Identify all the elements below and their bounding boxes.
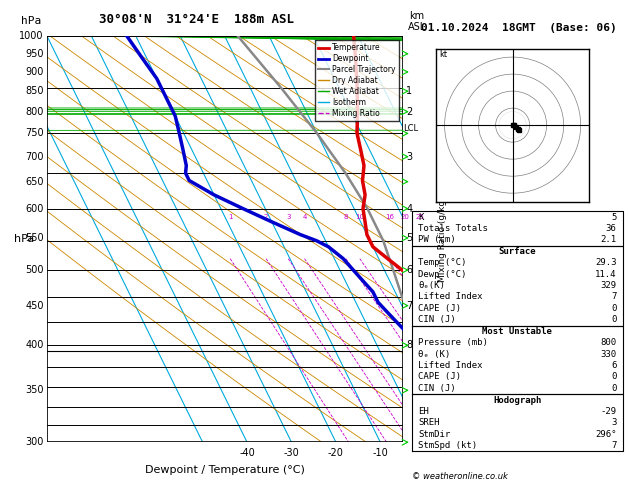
Text: 2: 2 [406,106,413,117]
Text: 900: 900 [25,67,43,77]
Text: 0: 0 [611,304,616,313]
Text: 6: 6 [611,361,616,370]
Text: 3: 3 [611,418,616,427]
Text: 0: 0 [611,315,616,324]
Text: 8: 8 [406,340,412,350]
Text: 450: 450 [25,301,43,311]
Legend: Temperature, Dewpoint, Parcel Trajectory, Dry Adiabat, Wet Adiabat, Isotherm, Mi: Temperature, Dewpoint, Parcel Trajectory… [314,40,399,121]
Text: 550: 550 [25,233,43,243]
Text: Lifted Index: Lifted Index [418,293,483,301]
Text: 30°08'N  31°24'E  188m ASL: 30°08'N 31°24'E 188m ASL [99,13,294,26]
Text: 300: 300 [25,437,43,447]
Text: 0: 0 [611,384,616,393]
Text: CAPE (J): CAPE (J) [418,304,461,313]
Text: 3: 3 [406,152,412,162]
Text: 2.1: 2.1 [600,235,616,244]
Text: 25: 25 [416,214,425,220]
Text: CIN (J): CIN (J) [418,315,456,324]
Text: θₑ (K): θₑ (K) [418,349,450,359]
Text: 1000: 1000 [19,32,43,41]
Text: 1: 1 [406,86,412,96]
Text: -10: -10 [372,449,388,458]
Text: 329: 329 [600,281,616,290]
Text: 5: 5 [406,233,413,243]
Text: Dewp (°C): Dewp (°C) [418,270,467,278]
Text: Mixing Ratio (g/kg): Mixing Ratio (g/kg) [438,196,447,282]
Text: 400: 400 [25,340,43,350]
Text: 11.4: 11.4 [595,270,616,278]
Text: 296°: 296° [595,430,616,438]
Text: -20: -20 [328,449,344,458]
Text: 8: 8 [343,214,348,220]
Text: 500: 500 [25,265,43,275]
Text: 350: 350 [25,385,43,395]
Text: 800: 800 [600,338,616,347]
Text: Lifted Index: Lifted Index [418,361,483,370]
Text: 330: 330 [600,349,616,359]
Text: LCL: LCL [403,123,418,133]
Text: Surface: Surface [499,247,536,257]
Text: 16: 16 [386,214,394,220]
Text: 950: 950 [25,49,43,59]
Text: 6: 6 [406,265,412,275]
Text: 750: 750 [25,128,43,139]
Text: 5: 5 [611,212,616,222]
Text: 01.10.2024  18GMT  (Base: 06): 01.10.2024 18GMT (Base: 06) [421,23,617,33]
Text: PW (cm): PW (cm) [418,235,456,244]
Text: CIN (J): CIN (J) [418,384,456,393]
Text: Hodograph: Hodograph [493,396,542,405]
Text: K: K [418,212,424,222]
Text: 36: 36 [606,224,616,233]
Text: Dewpoint / Temperature (°C): Dewpoint / Temperature (°C) [145,465,305,475]
Text: θₑ(K): θₑ(K) [418,281,445,290]
Text: © weatheronline.co.uk: © weatheronline.co.uk [412,472,508,481]
Text: -30: -30 [284,449,299,458]
Text: 600: 600 [25,204,43,214]
Text: 1: 1 [228,214,233,220]
Text: SREH: SREH [418,418,440,427]
Text: StmDir: StmDir [418,430,450,438]
Text: -29: -29 [600,407,616,416]
Text: 2: 2 [264,214,268,220]
Text: Pressure (mb): Pressure (mb) [418,338,488,347]
Text: Most Unstable: Most Unstable [482,328,552,336]
Text: StmSpd (kt): StmSpd (kt) [418,441,477,450]
Text: Totals Totals: Totals Totals [418,224,488,233]
Text: 850: 850 [25,86,43,96]
Text: 650: 650 [25,176,43,187]
Text: hPa: hPa [14,234,34,244]
Text: 3: 3 [286,214,291,220]
Text: 7: 7 [611,293,616,301]
Text: 700: 700 [25,152,43,162]
Text: -40: -40 [239,449,255,458]
Text: 4: 4 [303,214,307,220]
Text: 29.3: 29.3 [595,258,616,267]
Text: 800: 800 [25,106,43,117]
Text: 4: 4 [406,204,412,214]
Text: 7: 7 [611,441,616,450]
Text: hPa: hPa [21,17,41,26]
Text: 7: 7 [406,301,413,311]
Text: 10: 10 [355,214,364,220]
Text: km
ASL: km ASL [408,11,426,33]
Text: CAPE (J): CAPE (J) [418,372,461,382]
Text: kt: kt [440,50,448,59]
Text: 0: 0 [611,372,616,382]
Text: 20: 20 [401,214,409,220]
Text: Temp (°C): Temp (°C) [418,258,467,267]
Text: EH: EH [418,407,429,416]
